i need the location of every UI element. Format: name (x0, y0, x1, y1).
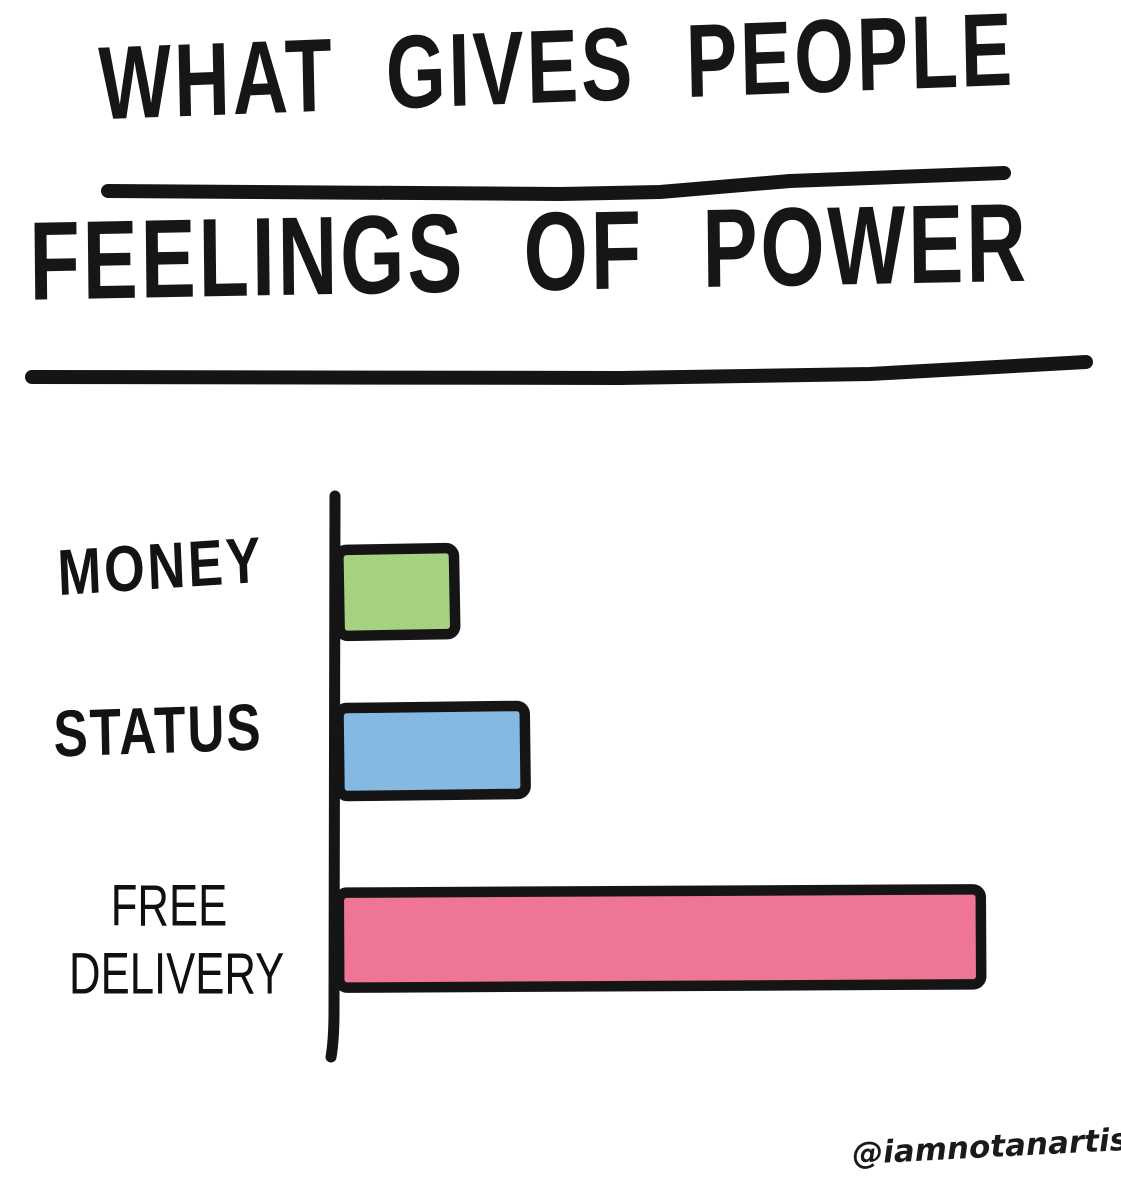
category-label-status: STATUS (52, 690, 264, 772)
title-underline-2 (25, 355, 1093, 385)
y-axis-line (325, 490, 341, 1063)
category-label-money: MONEY (56, 522, 265, 610)
bar-free-delivery (333, 884, 987, 993)
title-underline-1 (101, 166, 1011, 201)
category-label-free-delivery: FREE DELIVERY (69, 873, 285, 1008)
bar-money (333, 542, 461, 642)
bar-status (333, 700, 531, 802)
